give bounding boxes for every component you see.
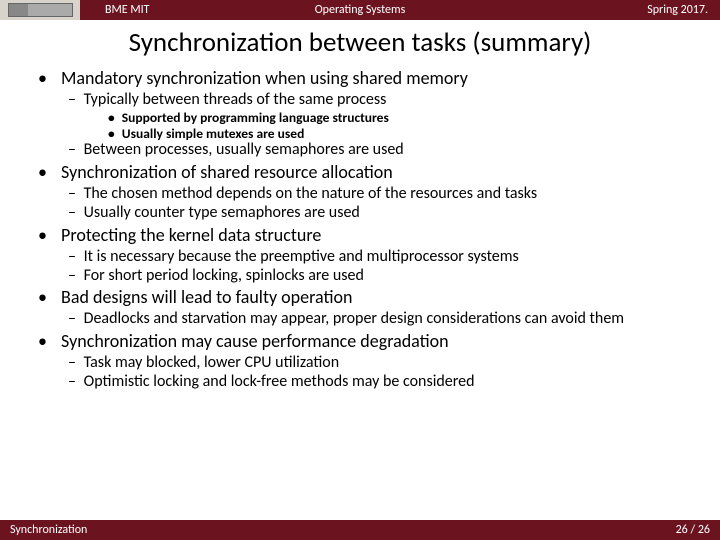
page-total: 26 — [698, 523, 710, 537]
building-icon — [8, 3, 73, 17]
bullet-lvl2: Usually counter type semaphores are used — [30, 204, 700, 222]
header-course: Operating Systems — [315, 3, 406, 17]
bullet-lvl1: Synchronization of shared resource alloc… — [30, 161, 700, 183]
bullet-lvl1: Synchronization may cause performance de… — [30, 330, 700, 352]
slide-title: Synchronization between tasks (summary) — [0, 26, 720, 59]
bullet-lvl2: Between processes, usually semaphores ar… — [30, 141, 700, 159]
footer-topic: Synchronization — [10, 523, 87, 537]
header-term: Spring 2017. — [647, 3, 708, 17]
bullet-lvl2: For short period locking, spinlocks are … — [30, 267, 700, 285]
bullet-lvl3: Usually simple mutexes are used — [30, 126, 700, 142]
slide-content: Mandatory synchronization when using sha… — [0, 67, 720, 392]
university-logo — [0, 0, 80, 20]
page-current: 26 — [676, 523, 688, 537]
bullet-lvl2: Task may blocked, lower CPU utilization — [30, 354, 700, 372]
header-bar: BME MIT Operating Systems Spring 2017. — [0, 0, 720, 20]
bullet-lvl2: Deadlocks and starvation may appear, pro… — [30, 310, 700, 328]
bullet-lvl1: Protecting the kernel data structure — [30, 224, 700, 246]
bullet-lvl2: The chosen method depends on the nature … — [30, 185, 700, 203]
bullet-lvl2: Optimistic locking and lock-free methods… — [30, 373, 700, 391]
bullet-lvl2: Typically between threads of the same pr… — [30, 91, 700, 109]
bullet-lvl1: Bad designs will lead to faulty operatio… — [30, 286, 700, 308]
header-institution: BME MIT — [105, 3, 150, 17]
bullet-lvl2: It is necessary because the preemptive a… — [30, 248, 700, 266]
footer-page: 26 / 26 — [676, 523, 710, 537]
bullet-lvl3: Supported by programming language struct… — [30, 110, 700, 126]
bullet-list: Mandatory synchronization when using sha… — [30, 67, 700, 392]
bullet-lvl1: Mandatory synchronization when using sha… — [30, 67, 700, 89]
footer-bar: Synchronization 26 / 26 — [0, 520, 720, 540]
